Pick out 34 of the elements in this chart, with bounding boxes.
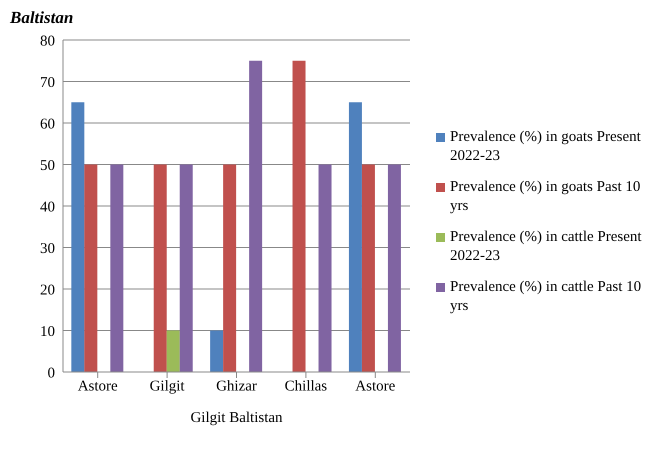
bar [348, 102, 362, 372]
y-tick-label: 80 [40, 33, 55, 50]
x-axis-title: Gilgit Baltistan [190, 410, 284, 426]
y-tick-label: 70 [40, 74, 55, 91]
legend-label: Prevalence (%) in cattle Present 2022-23 [450, 228, 643, 266]
legend-label: Prevalence (%) in cattle Past 10 yrs [450, 278, 642, 316]
y-tick-label: 40 [40, 199, 55, 216]
x-tick-label: Astore [355, 378, 396, 395]
y-tick-label: 20 [40, 282, 55, 298]
x-tick-label: Chillas [284, 378, 328, 395]
y-tick-label: 30 [40, 240, 55, 257]
bar [110, 164, 124, 372]
bar [210, 330, 224, 372]
bar [223, 164, 236, 372]
bar [180, 164, 193, 372]
x-tick-label: Gilgit [150, 378, 186, 395]
legend-label: Prevalence (%) in goats Present 2022-23 [450, 128, 642, 166]
y-tick-label: 0 [48, 365, 55, 382]
bar [71, 102, 84, 372]
bar [84, 164, 98, 372]
x-tick-label: Astore [78, 378, 118, 395]
legend-label: Prevalence (%) in goats Past 10 yrs [450, 178, 642, 216]
bar [292, 60, 306, 372]
y-tick-label: 10 [40, 324, 55, 340]
bar [362, 164, 375, 372]
chart-title: Baltistan [10, 8, 74, 28]
bar [154, 164, 167, 372]
bar [388, 164, 401, 372]
bar [166, 330, 180, 372]
y-tick-label: 60 [40, 116, 55, 132]
x-tick-label: Ghizar [216, 378, 257, 395]
y-tick-label: 50 [40, 158, 55, 174]
bar [249, 60, 262, 372]
bar [318, 164, 332, 372]
